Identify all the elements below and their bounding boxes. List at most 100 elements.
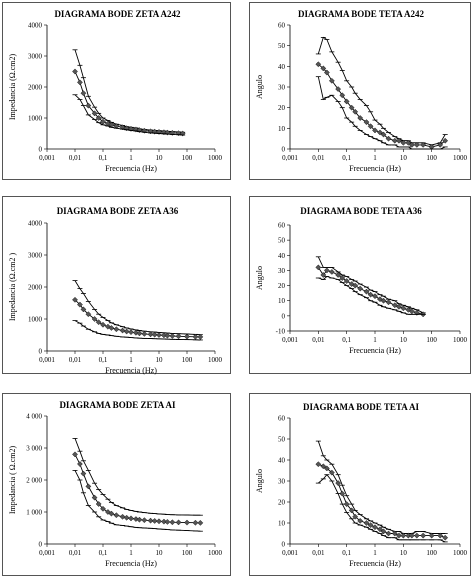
data-point-diamond [367, 123, 374, 130]
x-tick-label: 0,01 [312, 336, 325, 344]
y-tick-label: -10 [276, 328, 286, 336]
y-tick-label: 10 [278, 125, 286, 133]
x-tick-label: 1000 [453, 336, 468, 344]
data-point-diamond [396, 303, 402, 310]
y-tick-label: 60 [278, 22, 286, 30]
data-point-diamond [408, 141, 415, 148]
x-tick-label: 1000 [453, 154, 468, 162]
data-point-diamond [136, 330, 143, 337]
y-tick-label: 40 [278, 457, 286, 465]
data-point-diamond [141, 330, 148, 337]
data-point-diamond [91, 494, 98, 501]
data-point-diamond [328, 77, 335, 84]
data-point-diamond [428, 532, 435, 539]
y-tick-label: 2000 [28, 284, 43, 292]
data-point-diamond [380, 528, 387, 535]
x-tick-label: 0,1 [99, 356, 108, 364]
x-tick-label: 0,01 [312, 154, 325, 162]
data-point-diamond [363, 119, 370, 126]
x-tick-label: 0,01 [69, 356, 82, 364]
x-tick-label: 1 [373, 336, 377, 344]
data-point-diamond [128, 515, 134, 522]
data-point-diamond [348, 104, 355, 111]
data-point-diamond [413, 141, 420, 148]
y-tick-label: 3000 [28, 252, 43, 260]
data-point-diamond [80, 90, 87, 97]
x-tick-label: 0,01 [312, 549, 325, 557]
data-point-diamond [161, 518, 167, 525]
data-point-diamond [315, 264, 322, 271]
y-tick-label: 50 [278, 237, 286, 245]
data-point-diamond [320, 65, 327, 72]
data-point-diamond [335, 272, 342, 278]
data-point-diamond [352, 513, 359, 520]
chart-svg: DIAGRAMA BODE TETA A242 0,001 0,01 0,1 1 10 10… [255, 9, 468, 173]
y-tick-label: 30 [278, 84, 286, 92]
y-tick-label: 2 000 [26, 477, 42, 485]
x-tick-label: 0,001 [282, 336, 298, 344]
data-point-diamond [413, 532, 420, 539]
x-tick-label: 0,001 [39, 154, 55, 162]
data-point-diamond [343, 278, 350, 284]
data-point-diamond [105, 509, 111, 515]
data-point-diamond [335, 480, 342, 486]
data-point-diamond [147, 331, 154, 338]
data-point-diamond [100, 321, 106, 328]
data-point-diamond [72, 296, 78, 303]
x-tick-label: 10 [156, 549, 164, 557]
chart-title: DIAGRAMA BODE ZETA A36 [57, 206, 179, 216]
chart-svg: DIAGRAMA BODE ZETA A36 0,001 0,01 0,1 1 10 100… [8, 206, 223, 375]
series-line [317, 256, 424, 314]
data-point-diamond [119, 513, 126, 520]
x-tick-label: 0,1 [342, 154, 351, 162]
y-tick-label: 4 000 [26, 413, 42, 421]
data-point-diamond [151, 518, 158, 524]
x-axis-label: Frecuencia (Hz) [105, 164, 157, 173]
y-tick-label: 4000 [28, 220, 43, 228]
x-axis-label: Frecuencia (Hz) [349, 164, 401, 173]
y-tick-label: 30 [278, 478, 286, 486]
y-tick-label: 0 [282, 146, 286, 154]
y-axis-label: Angulo [255, 469, 264, 493]
data-point-diamond [408, 532, 415, 539]
data-point-diamond [123, 328, 130, 335]
y-tick-label: 3 000 [26, 445, 42, 453]
x-tick-label: 0,001 [39, 356, 55, 364]
y-tick-label: 0 [39, 146, 43, 154]
data-point-diamond [339, 92, 346, 99]
y-tick-label: 20 [278, 104, 286, 112]
data-point-diamond [156, 332, 162, 338]
data-point-diamond [136, 516, 143, 523]
data-point-diamond [385, 299, 392, 306]
data-point-diamond [128, 329, 134, 336]
data-point-diamond [400, 139, 407, 146]
y-tick-label: 1 000 [26, 509, 42, 517]
x-tick-label: 100 [182, 154, 193, 162]
x-axis-label: Frecuencia (Hz) [105, 559, 157, 568]
x-tick-label: 0,001 [282, 549, 298, 557]
data-point-diamond [197, 334, 204, 340]
data-point-diamond [420, 532, 427, 539]
data-point-diamond [315, 461, 322, 468]
data-point-diamond [323, 69, 330, 76]
chart-panel-teta-a36: DIAGRAMA BODE TETA A36 0,001 0,01 0,1 1 10 100… [249, 196, 471, 374]
data-point-diamond [320, 463, 327, 470]
data-point-diamond [169, 519, 176, 526]
chart-title: DIAGRAMA BODE ZETA A242 [54, 9, 181, 19]
x-tick-label: 100 [426, 549, 437, 557]
data-point-diamond [77, 79, 83, 86]
series-line [317, 36, 446, 146]
y-tick-label: 50 [278, 436, 286, 444]
x-tick-label: 1 [373, 549, 377, 557]
data-point-diamond [437, 532, 444, 539]
data-point-diamond [372, 524, 378, 531]
data-point-diamond [357, 115, 364, 121]
x-tick-label: 10 [400, 549, 408, 557]
x-tick-label: 0,1 [99, 549, 108, 557]
series-line [74, 49, 183, 133]
data-point-diamond [437, 141, 444, 148]
data-point-diamond [400, 532, 407, 539]
data-point-diamond [328, 269, 335, 275]
data-point-diamond [108, 510, 115, 517]
y-tick-label: 0 [39, 348, 43, 356]
